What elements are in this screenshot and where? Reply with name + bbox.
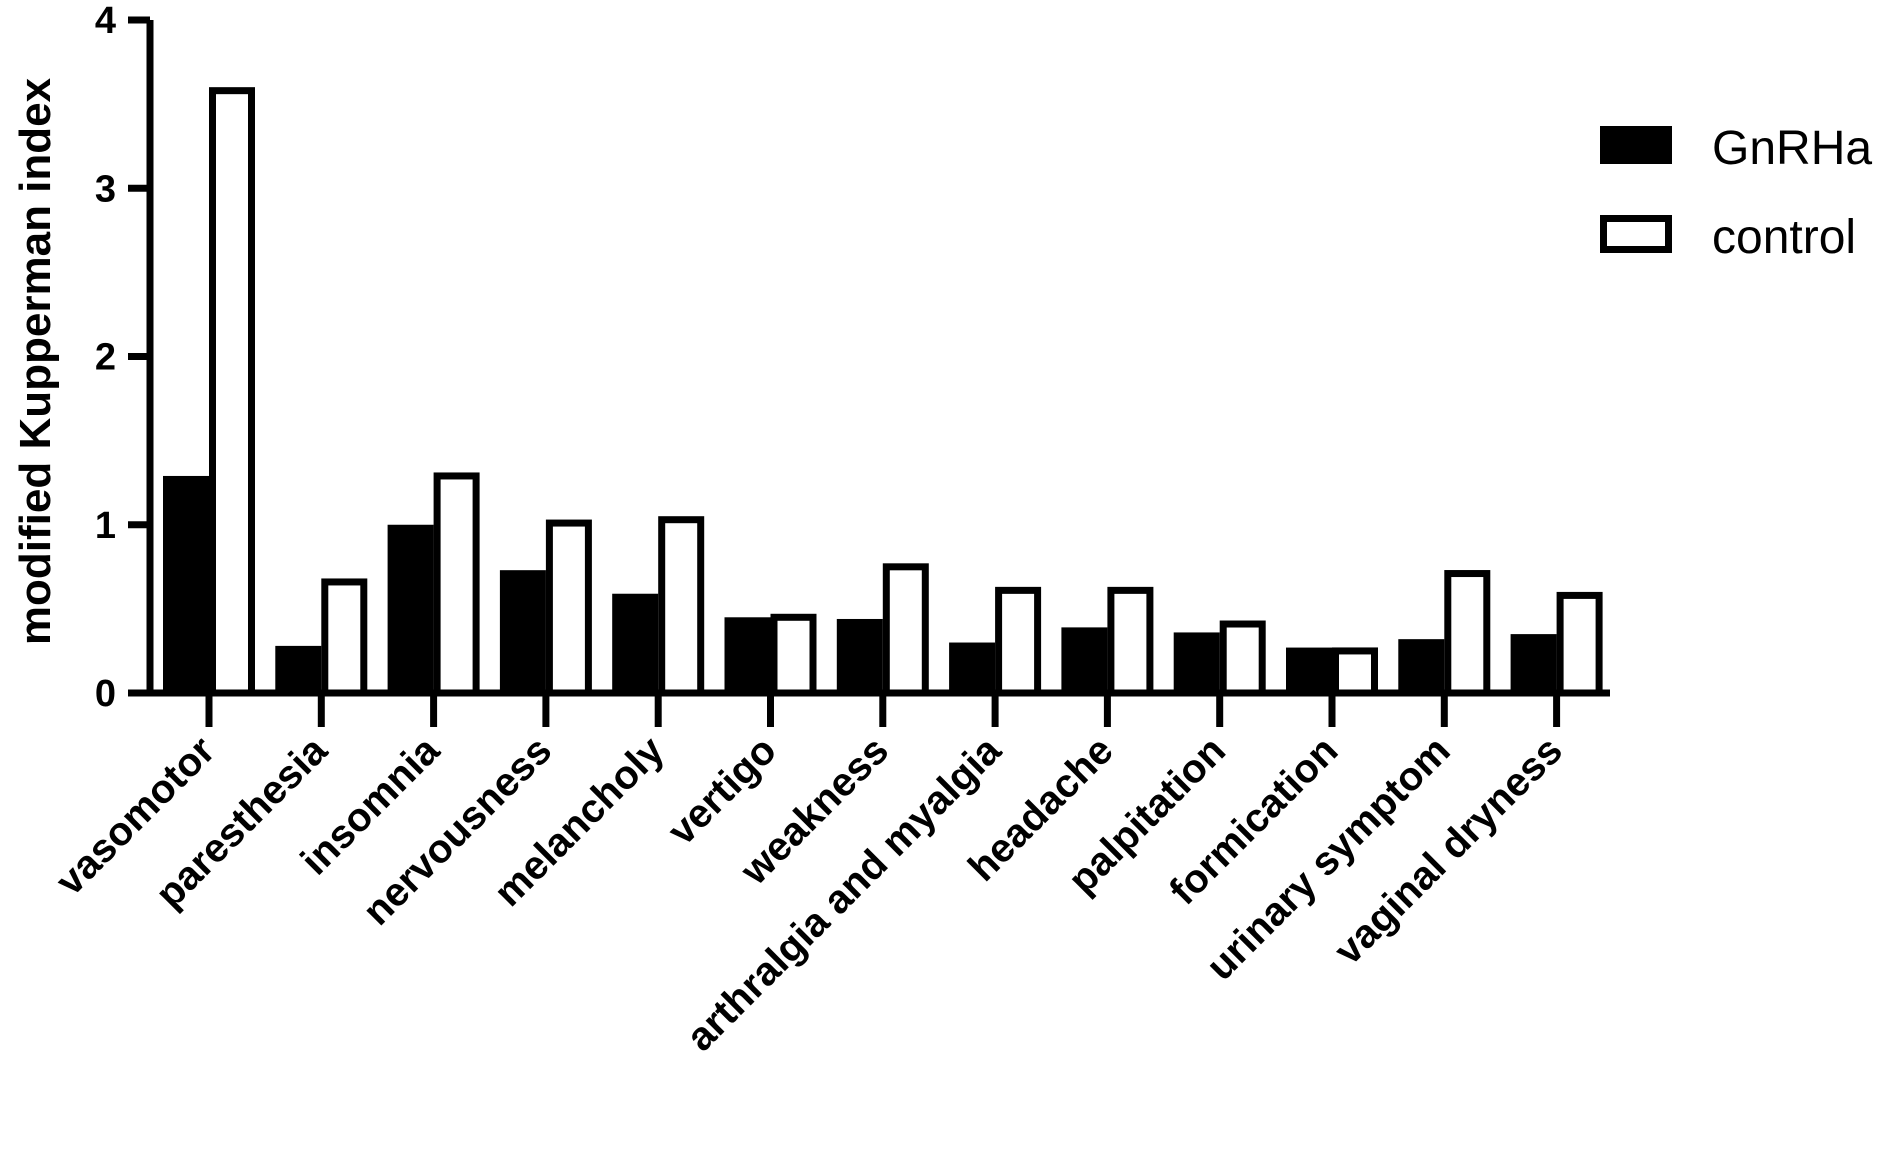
bar-gnrha-1 xyxy=(275,645,322,693)
bar-gnrha-6 xyxy=(836,618,883,693)
y-tick-label: 3 xyxy=(95,168,116,210)
bar-gnrha-12 xyxy=(1510,634,1557,693)
bar-gnrha-9 xyxy=(1173,632,1220,693)
bars-group xyxy=(163,87,1603,697)
legend-swatch-control xyxy=(1600,215,1672,253)
bar-gnrha-2 xyxy=(387,524,434,693)
legend-label-gnrha: GnRHa xyxy=(1712,122,1872,175)
y-tick-label: 1 xyxy=(95,505,116,547)
y-tick-label: 2 xyxy=(95,337,116,379)
bar-gnrha-7 xyxy=(949,642,996,693)
x-ticks-group: vasomotorparesthesiainsomnianervousnessm… xyxy=(48,693,1571,1060)
bar-control-12 xyxy=(1556,591,1603,697)
bar-control-1 xyxy=(321,578,368,697)
bar-gnrha-4 xyxy=(612,593,659,693)
bar-control-2 xyxy=(433,472,480,697)
legend-swatch-gnrha xyxy=(1600,126,1672,164)
bar-control-7 xyxy=(995,586,1042,697)
bar-gnrha-0 xyxy=(163,475,209,693)
y-axis-label: modified Kupperman index xyxy=(11,77,60,645)
bar-control-6 xyxy=(882,563,929,697)
bar-gnrha-11 xyxy=(1398,639,1445,693)
y-tick-label: 4 xyxy=(95,0,116,42)
y-ticks-group: 0 1 2 3 4 xyxy=(95,0,150,715)
y-tick-label: 0 xyxy=(95,673,116,715)
legend: GnRHa control xyxy=(1600,122,1872,264)
bar-control-11 xyxy=(1444,570,1491,697)
bar-control-0 xyxy=(209,87,255,697)
bar-control-3 xyxy=(545,519,592,697)
bar-control-5 xyxy=(770,613,817,697)
bar-gnrha-8 xyxy=(1061,627,1108,693)
legend-label-control: control xyxy=(1712,211,1856,264)
bar-control-10 xyxy=(1332,647,1378,697)
bar-gnrha-5 xyxy=(724,617,771,693)
bar-control-8 xyxy=(1107,586,1154,697)
bar-gnrha-3 xyxy=(499,570,546,693)
bar-control-4 xyxy=(658,516,705,697)
bar-control-9 xyxy=(1219,620,1266,697)
bar-gnrha-10 xyxy=(1286,647,1332,693)
